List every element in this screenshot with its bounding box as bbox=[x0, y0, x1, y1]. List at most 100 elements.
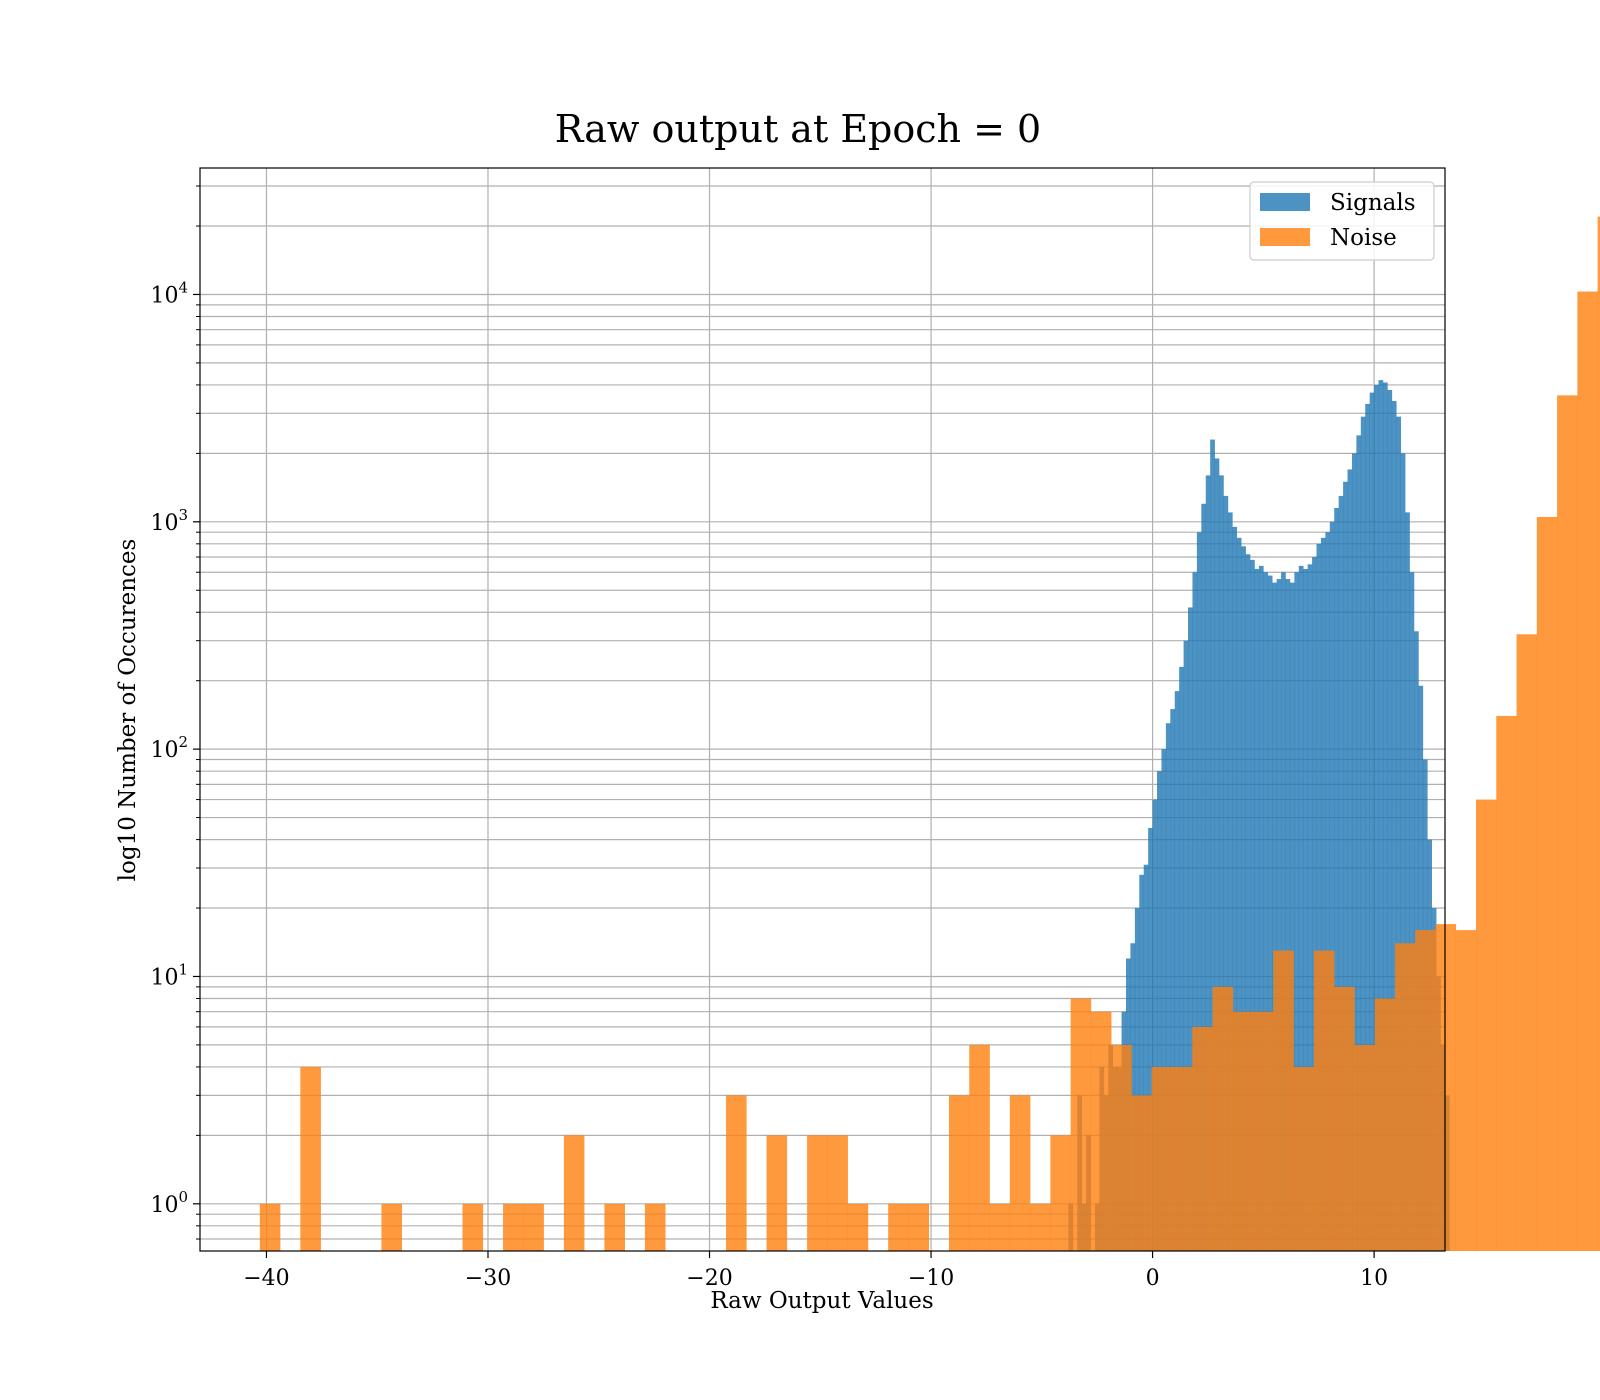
signals-bar bbox=[1285, 579, 1291, 1251]
noise-bar bbox=[1334, 986, 1355, 1251]
signals-bar bbox=[1281, 572, 1286, 1251]
noise-bar bbox=[1030, 1203, 1051, 1251]
ticks-layer: −40 −30 −20 −10 0 10 100 101 102 103 104 bbox=[150, 185, 1388, 1291]
signals-bar bbox=[1196, 532, 1202, 1251]
noise-bar bbox=[300, 1066, 321, 1251]
noise-bar bbox=[1050, 1135, 1071, 1251]
signals-bar bbox=[1157, 771, 1162, 1251]
noise-bar bbox=[604, 1203, 625, 1251]
signals-bar bbox=[1143, 864, 1149, 1251]
noise-bar bbox=[1070, 998, 1092, 1251]
noise-bar bbox=[766, 1135, 788, 1251]
x-tick-label: −30 bbox=[465, 1266, 511, 1291]
noise-bar bbox=[847, 1203, 869, 1251]
noise-bar bbox=[1597, 216, 1600, 1252]
signals-bar bbox=[1400, 453, 1406, 1251]
noise-bar bbox=[726, 1095, 747, 1251]
noise-bar bbox=[259, 1203, 281, 1251]
signals-bar bbox=[1347, 469, 1353, 1252]
noise-bar bbox=[1374, 998, 1396, 1251]
signals-bar bbox=[1227, 512, 1233, 1251]
signals-bar bbox=[1334, 508, 1339, 1251]
signals-bar bbox=[1214, 458, 1220, 1251]
signals-bar bbox=[1351, 453, 1357, 1251]
signals-bar bbox=[1382, 382, 1388, 1251]
noise-bar bbox=[1313, 950, 1335, 1251]
signals-bar bbox=[1298, 565, 1304, 1251]
y-tick-label: 100 bbox=[150, 1188, 188, 1218]
noise-bar bbox=[523, 1203, 544, 1251]
y-tick-label: 102 bbox=[150, 733, 188, 763]
signals-bar bbox=[1165, 723, 1171, 1251]
signals-bar bbox=[1343, 481, 1348, 1251]
noise-bar bbox=[807, 1135, 828, 1251]
noise-bar bbox=[1536, 516, 1558, 1251]
signals-bar bbox=[1219, 475, 1224, 1252]
signals-bar bbox=[1320, 537, 1326, 1251]
signals-bar bbox=[1338, 495, 1344, 1252]
noise-bar bbox=[1293, 1066, 1315, 1251]
noise-bar bbox=[948, 1095, 970, 1251]
noise-bar bbox=[503, 1203, 524, 1251]
y-tick-label: 103 bbox=[150, 506, 188, 536]
signals-bar bbox=[1174, 691, 1180, 1251]
noise-bar bbox=[1415, 930, 1436, 1251]
signals-bar bbox=[1139, 874, 1145, 1251]
noise-bar bbox=[1354, 1044, 1375, 1251]
noise-bar bbox=[1009, 1095, 1031, 1251]
signals-bar bbox=[1241, 546, 1246, 1251]
signals-bar bbox=[1294, 572, 1300, 1251]
signals-bar bbox=[1325, 532, 1331, 1251]
noise-bar bbox=[1476, 799, 1497, 1251]
y-tick-label: 101 bbox=[150, 960, 188, 990]
noise-bar bbox=[1435, 924, 1457, 1251]
signals-bar bbox=[1272, 582, 1277, 1251]
noise-bar bbox=[1273, 950, 1294, 1251]
x-tick-label: −20 bbox=[686, 1266, 732, 1291]
signals-bar bbox=[1365, 403, 1370, 1251]
noise-bar bbox=[1557, 395, 1578, 1251]
signals-bar bbox=[1378, 380, 1384, 1251]
x-tick-label: −10 bbox=[908, 1266, 954, 1291]
signals-bar bbox=[1188, 607, 1193, 1251]
x-tick-label: 0 bbox=[1146, 1266, 1160, 1291]
x-tick-label: 10 bbox=[1360, 1266, 1388, 1291]
signals-bar bbox=[1201, 503, 1207, 1251]
signals-bar bbox=[1391, 400, 1397, 1251]
signals-bar bbox=[1369, 392, 1375, 1251]
plot-frame bbox=[199, 167, 1446, 1252]
legend-swatch-noise bbox=[1260, 228, 1310, 246]
noise-bar bbox=[1212, 986, 1234, 1251]
signals-bar bbox=[1183, 640, 1189, 1251]
signals-bar bbox=[1192, 572, 1198, 1251]
noise-bar bbox=[644, 1203, 666, 1251]
signals-bar bbox=[1258, 565, 1264, 1251]
y-tick-label: 104 bbox=[150, 278, 188, 308]
chart-title: Raw output at Epoch = 0 bbox=[555, 107, 1041, 151]
noise-bar bbox=[888, 1203, 909, 1251]
noise-bar bbox=[563, 1135, 585, 1251]
legend: Signals Noise bbox=[1249, 181, 1435, 261]
signals-bar bbox=[1329, 521, 1335, 1251]
x-tick-label: −40 bbox=[243, 1266, 289, 1291]
y-axis-label: log10 Number of Occurences bbox=[115, 539, 141, 882]
legend-label-noise: Noise bbox=[1330, 225, 1397, 251]
signals-bar bbox=[1303, 568, 1308, 1251]
signals-bar bbox=[1316, 543, 1322, 1251]
noise-bar bbox=[1253, 1011, 1274, 1251]
signals-bar bbox=[1152, 799, 1158, 1251]
noise-bar bbox=[1090, 1011, 1112, 1251]
signals-bar bbox=[1179, 666, 1184, 1251]
noise-bar bbox=[1151, 1066, 1173, 1251]
signals-bar bbox=[1232, 526, 1238, 1251]
noise-bar bbox=[381, 1203, 403, 1251]
signals-bar bbox=[1387, 389, 1393, 1251]
signals-bar bbox=[1396, 416, 1401, 1251]
noise-bars bbox=[259, 216, 1600, 1252]
signals-bar bbox=[1134, 908, 1140, 1251]
noise-bar bbox=[969, 1044, 990, 1251]
noise-bar bbox=[1192, 1026, 1213, 1251]
signals-bar bbox=[1254, 568, 1260, 1251]
signals-bar bbox=[1307, 564, 1313, 1251]
